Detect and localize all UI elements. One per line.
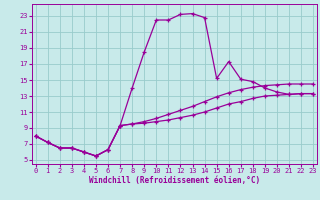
X-axis label: Windchill (Refroidissement éolien,°C): Windchill (Refroidissement éolien,°C): [89, 176, 260, 185]
